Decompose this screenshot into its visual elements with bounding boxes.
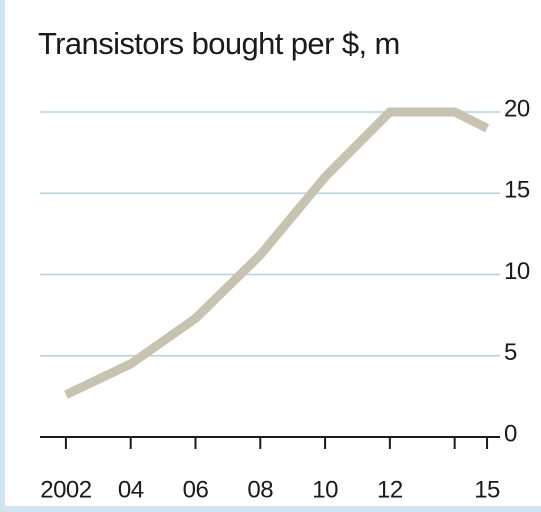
x-tick-label: 10 <box>312 476 338 503</box>
frame-bottom <box>0 506 541 512</box>
x-tick-label: 15 <box>474 476 500 503</box>
y-tick-label: 15 <box>504 177 530 204</box>
x-tick-label: 2002 <box>40 476 92 503</box>
frame-left <box>0 0 5 512</box>
x-tick-label: 04 <box>118 476 144 503</box>
y-tick-label: 0 <box>504 420 517 447</box>
x-tick-label: 12 <box>377 476 403 503</box>
data-line <box>63 107 490 399</box>
y-tick-label: 20 <box>504 95 530 122</box>
x-tick-label: 08 <box>247 476 273 503</box>
y-tick-label: 10 <box>504 258 530 285</box>
chart-title: Transistors bought per $, m <box>38 26 400 61</box>
y-tick-label: 5 <box>504 339 517 366</box>
x-tick-label: 06 <box>183 476 209 503</box>
